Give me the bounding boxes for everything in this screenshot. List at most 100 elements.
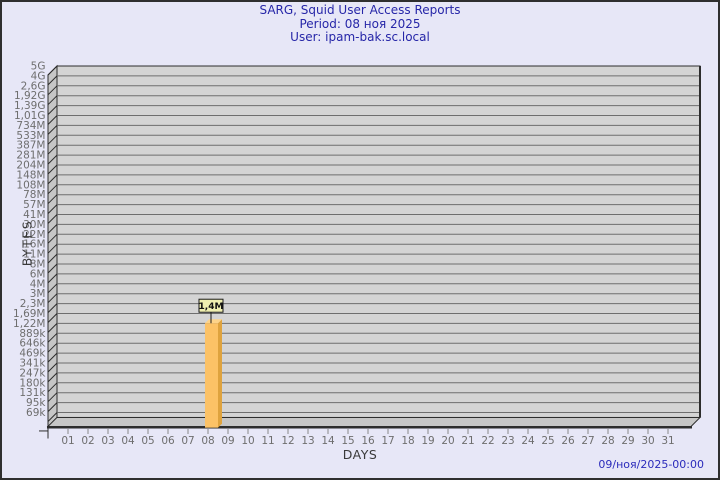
y-tick-mark bbox=[47, 85, 58, 96]
y-tick-label: 4M bbox=[30, 278, 46, 290]
y-tick-mark bbox=[47, 184, 58, 195]
bar-top-face bbox=[205, 319, 222, 324]
y-tick-label: 1,92G bbox=[14, 90, 46, 102]
y-axis-title: BYTES bbox=[19, 219, 35, 267]
x-tick-label: 16 bbox=[361, 435, 375, 447]
x-tick-label: 03 bbox=[101, 435, 114, 447]
x-tick-label: 12 bbox=[281, 435, 294, 447]
x-tick-label: 07 bbox=[181, 435, 194, 447]
y-tick-label: 2,6G bbox=[21, 80, 46, 92]
x-tick-label: 05 bbox=[141, 435, 154, 447]
x-axis-title: DAYS bbox=[342, 447, 378, 462]
x-tick-label: 06 bbox=[161, 435, 175, 447]
y-tick-label: 180k bbox=[19, 377, 46, 389]
x-tick-label: 22 bbox=[481, 435, 494, 447]
x-tick-label: 17 bbox=[381, 435, 394, 447]
y-tick-mark bbox=[47, 313, 58, 323]
x-tick-label: 18 bbox=[401, 435, 414, 447]
chart-title-block: SARG, Squid User Access Reports Period: … bbox=[0, 3, 720, 45]
y-tick-label: 646k bbox=[19, 338, 46, 350]
y-tick-mark bbox=[47, 382, 58, 393]
x-tick-label: 13 bbox=[301, 435, 314, 447]
x-tick-label: 01 bbox=[61, 435, 74, 447]
y-tick-label: 8M bbox=[30, 259, 46, 271]
y-tick-label: 3M bbox=[30, 288, 46, 300]
x-tick-label: 15 bbox=[341, 435, 354, 447]
y-tick-mark bbox=[47, 243, 58, 254]
x-tick-label: 25 bbox=[541, 435, 554, 447]
y-tick-label: 6M bbox=[30, 268, 46, 280]
y-tick-label: 22M bbox=[23, 229, 45, 241]
y-tick-label: 341k bbox=[19, 358, 46, 370]
chart-period: Period: 08 ноя 2025 bbox=[299, 16, 421, 31]
x-tick-label: 31 bbox=[661, 435, 674, 447]
y-tick-mark bbox=[47, 233, 58, 244]
x-tick-label: 27 bbox=[581, 435, 594, 447]
y-tick-label: 131k bbox=[19, 387, 46, 399]
y-tick-mark bbox=[47, 323, 58, 333]
chart-user: User: ipam-bak.sc.local bbox=[290, 30, 430, 44]
x-tick-label: 24 bbox=[521, 435, 535, 447]
y-tick-mark bbox=[47, 293, 58, 304]
x-tick-label: 09 bbox=[221, 435, 234, 447]
value-callout-label: 1,4M bbox=[199, 302, 224, 312]
x-tick-label: 14 bbox=[321, 435, 335, 447]
y-tick-label: 95k bbox=[26, 397, 46, 409]
y-tick-mark bbox=[47, 144, 58, 155]
bar-front-face bbox=[205, 323, 218, 428]
chart-floor bbox=[46, 416, 702, 427]
y-tick-mark bbox=[47, 134, 58, 145]
y-tick-mark bbox=[47, 214, 58, 224]
y-tick-mark bbox=[47, 303, 58, 313]
y-tick-mark bbox=[47, 352, 58, 363]
y-tick-label: 469k bbox=[19, 348, 46, 360]
y-tick-mark bbox=[47, 263, 58, 274]
y-tick-label: 734M bbox=[16, 120, 45, 132]
y-tick-label: 889k bbox=[19, 328, 46, 340]
y-tick-mark bbox=[47, 65, 58, 76]
x-tick-label: 30 bbox=[641, 435, 654, 447]
plot-area bbox=[56, 65, 701, 418]
y-tick-mark bbox=[47, 224, 58, 234]
y-tick-mark bbox=[47, 105, 58, 115]
y-tick-mark bbox=[47, 194, 58, 205]
x-tick-label: 26 bbox=[561, 435, 575, 447]
y-tick-label: 5G bbox=[31, 61, 46, 73]
y-tick-mark bbox=[47, 204, 58, 214]
y-tick-label: 41M bbox=[23, 209, 45, 221]
x-tick-label: 04 bbox=[121, 435, 135, 447]
y-tick-mark bbox=[47, 392, 58, 403]
y-tick-label: 108M bbox=[16, 179, 45, 191]
y-tick-mark bbox=[47, 125, 58, 135]
x-tick-label: 10 bbox=[241, 435, 254, 447]
value-callout-box bbox=[198, 298, 224, 313]
x-tick-label: 11 bbox=[261, 435, 274, 447]
report-timestamp: 09/ноя/2025-00:00 bbox=[598, 458, 704, 471]
x-tick-label: 20 bbox=[441, 435, 454, 447]
bar-side-face bbox=[218, 319, 222, 428]
y-tick-mark bbox=[47, 154, 58, 165]
x-tick-label: 21 bbox=[461, 435, 474, 447]
y-tick-label: 387M bbox=[16, 140, 45, 152]
x-tick-label: 29 bbox=[621, 435, 634, 447]
x-tick-label: 28 bbox=[601, 435, 614, 447]
y-tick-label: 30M bbox=[23, 219, 45, 231]
y-tick-mark bbox=[47, 75, 58, 86]
y-tick-label: 4G bbox=[31, 70, 46, 82]
y-tick-label: 16M bbox=[23, 239, 45, 251]
y-tick-mark bbox=[47, 402, 58, 412]
y-tick-label: 69k bbox=[26, 407, 46, 419]
y-tick-label: 1,22M bbox=[13, 318, 45, 330]
y-tick-label: 57M bbox=[23, 199, 45, 211]
y-tick-label: 78M bbox=[23, 189, 45, 201]
y-tick-mark bbox=[47, 95, 58, 106]
y-tick-label: 1,01G bbox=[14, 110, 46, 122]
y-tick-label: 281M bbox=[16, 150, 45, 162]
y-tick-label: 11M bbox=[23, 249, 45, 261]
x-tick-label: 19 bbox=[421, 435, 434, 447]
x-tick-label: 08 bbox=[201, 435, 214, 447]
x-tick-label: 23 bbox=[501, 435, 514, 447]
y-tick-mark bbox=[47, 332, 58, 343]
